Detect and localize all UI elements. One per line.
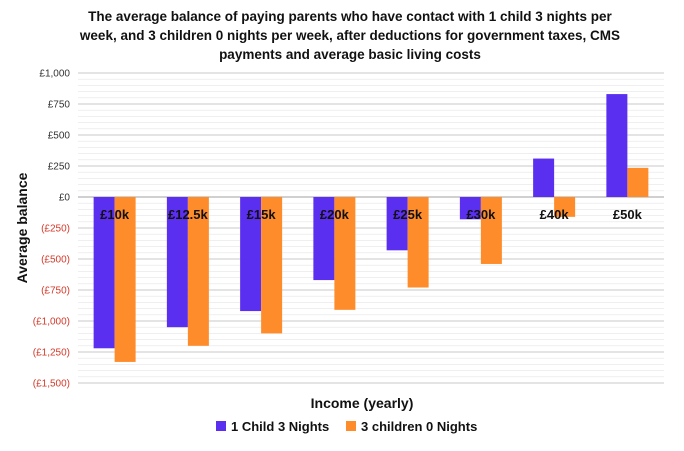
bar-series2-1 — [187, 197, 209, 346]
category-label: £20k — [320, 207, 350, 222]
y-tick-label: (£750) — [41, 286, 70, 297]
category-label: £50k — [613, 207, 643, 222]
category-label: £15k — [247, 207, 277, 222]
bar-series1-7 — [606, 94, 628, 197]
bar-series2-2 — [261, 197, 283, 334]
chart-title: payments and average basic living costs — [219, 47, 481, 62]
x-axis-label: Income (yearly) — [311, 395, 414, 411]
y-tick-label: £750 — [48, 100, 71, 111]
bar-series1-3 — [313, 197, 335, 281]
category-label: £10k — [100, 207, 130, 222]
category-label: £25k — [393, 207, 423, 222]
bar-series2-3 — [334, 197, 356, 310]
legend-swatch — [346, 421, 356, 431]
bar-series1-4 — [386, 197, 408, 251]
y-tick-label: £500 — [48, 131, 71, 142]
bar-series1-0 — [93, 197, 115, 349]
bar-series2-6 — [554, 197, 576, 217]
bar-series2-5 — [480, 197, 502, 264]
bar-series2-4 — [407, 197, 429, 288]
bar-series1-2 — [240, 197, 262, 312]
legend-label: 3 children 0 Nights — [361, 419, 477, 434]
y-tick-label: (£1,000) — [33, 317, 70, 328]
category-label: £30k — [466, 207, 496, 222]
bar-series1-6 — [533, 158, 555, 197]
y-tick-label: £1,000 — [39, 69, 70, 80]
category-label: £40k — [540, 207, 570, 222]
legend-swatch — [216, 421, 226, 431]
bar-series2-0 — [114, 197, 136, 362]
bar-series2-7 — [627, 167, 649, 197]
chart-title: The average balance of paying parents wh… — [88, 9, 612, 24]
bar-series1-1 — [166, 197, 188, 328]
y-tick-label: (£1,500) — [33, 379, 70, 390]
category-label: £12.5k — [168, 207, 209, 222]
y-tick-label: £250 — [48, 162, 71, 173]
y-tick-label: £0 — [59, 193, 71, 204]
bar-series1-5 — [459, 197, 481, 220]
y-tick-label: (£500) — [41, 255, 70, 266]
chart-title: week, and 3 children 0 nights per week, … — [79, 28, 620, 43]
y-tick-label: (£250) — [41, 224, 70, 235]
y-axis-label: Average balance — [14, 172, 30, 283]
legend-label: 1 Child 3 Nights — [231, 419, 329, 434]
y-tick-label: (£1,250) — [33, 348, 70, 359]
